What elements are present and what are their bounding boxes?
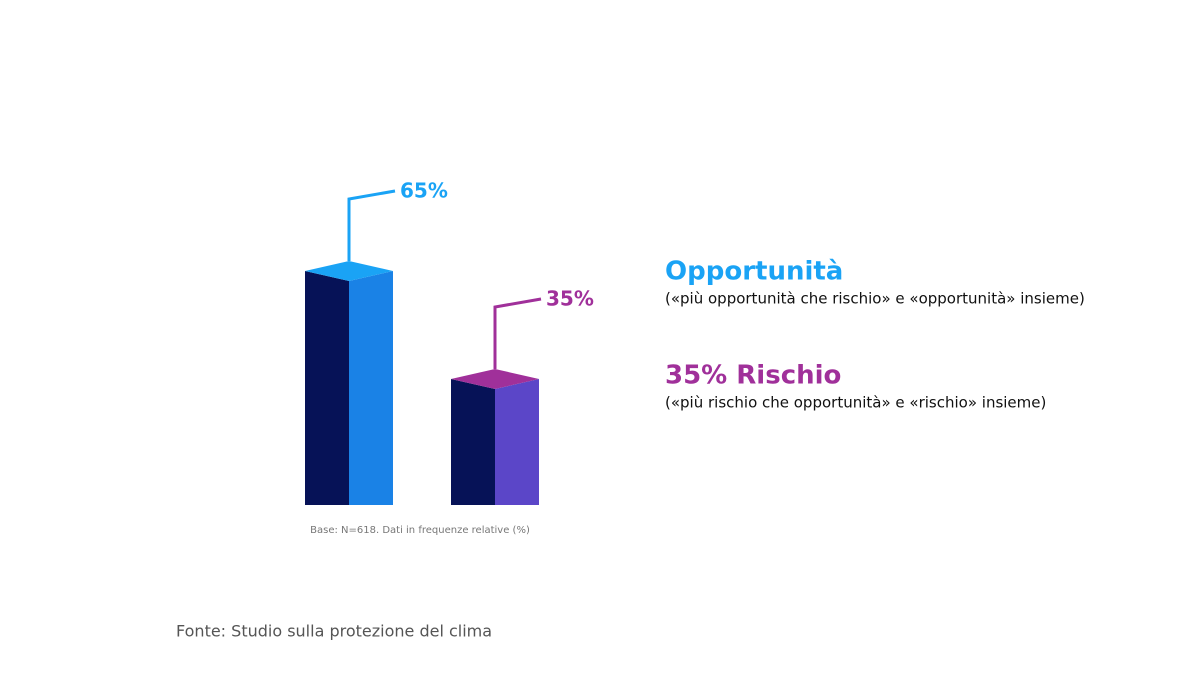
base-note: Base: N=618. Dati in frequenze relative … — [310, 525, 530, 536]
bar-top-face — [451, 369, 539, 389]
source: Fonte: Studio sulla protezione del clima — [176, 622, 492, 641]
bar-right-face — [349, 271, 393, 505]
bar-left-face — [451, 379, 495, 505]
leader-line — [493, 297, 542, 369]
bar-left-face — [305, 271, 349, 505]
bar-top-face — [305, 261, 393, 281]
legend-description: («più opportunità che rischio» e «opport… — [665, 290, 1085, 308]
leader-line — [347, 189, 396, 261]
value-label: 35% — [546, 287, 594, 311]
value-label: 65% — [400, 179, 448, 203]
legend-title: Opportunità — [665, 257, 843, 287]
legend-description: («più rischio che opportunità» e «rischi… — [665, 394, 1046, 412]
bar-right-face — [495, 379, 539, 505]
legend-title: 35% Rischio — [665, 361, 841, 391]
